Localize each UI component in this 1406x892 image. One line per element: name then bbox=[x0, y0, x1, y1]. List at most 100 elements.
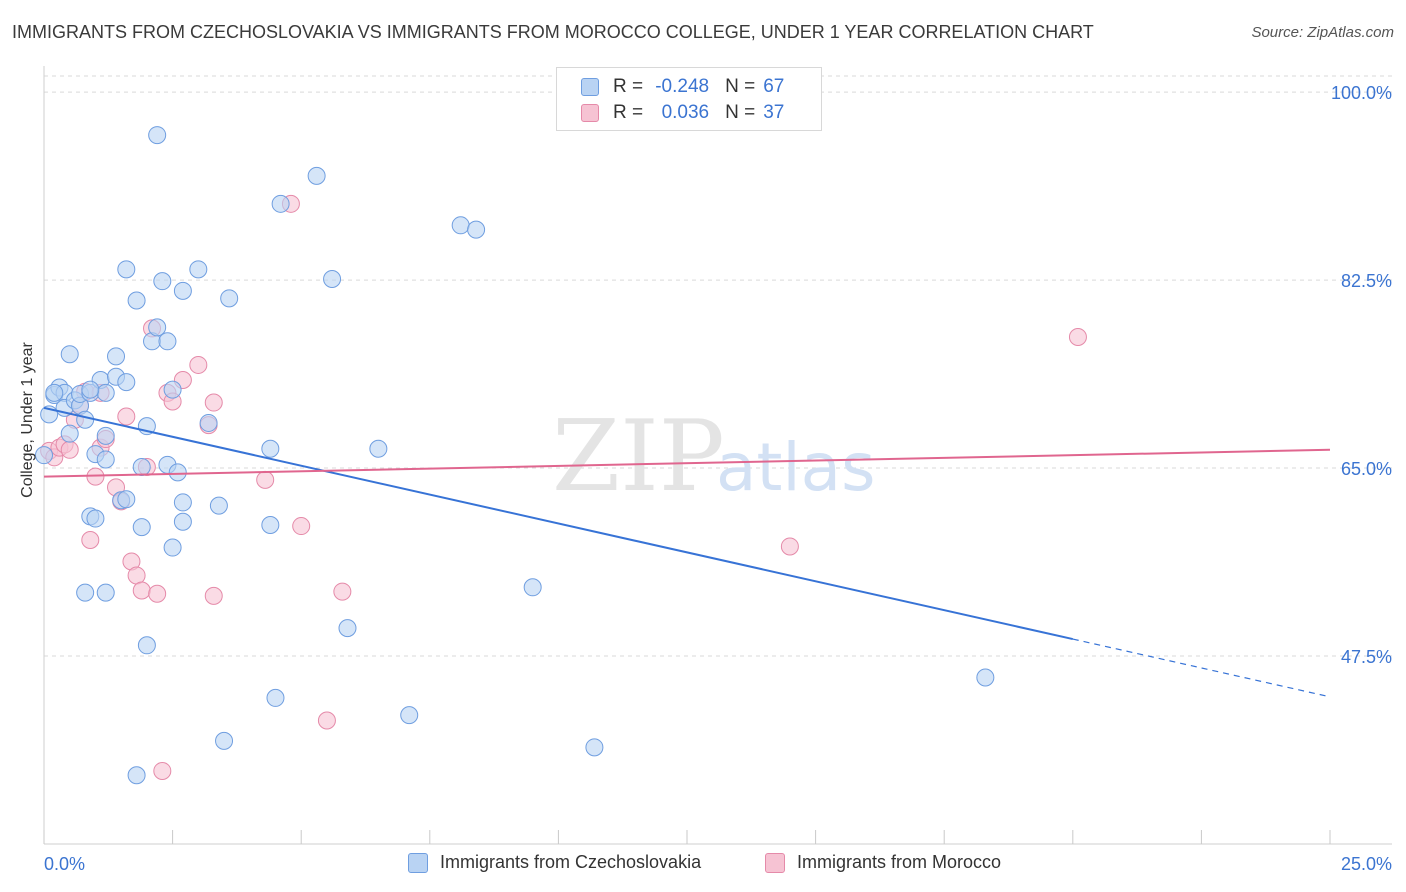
x-tick-label-max: 25.0% bbox=[1341, 854, 1392, 874]
morocco-point bbox=[60, 440, 79, 459]
czechoslovakia-point bbox=[163, 380, 182, 399]
morocco-point bbox=[317, 711, 336, 730]
watermark-zip: ZIP bbox=[552, 400, 725, 514]
legend-n-label: N = bbox=[725, 102, 756, 123]
stats-legend: R = -0.248 N = 67 R = 0.036 N = 37 bbox=[556, 67, 822, 131]
czechoslovakia-point bbox=[338, 619, 357, 638]
czechoslovakia-point bbox=[173, 512, 192, 531]
y-tick-label: 47.5% bbox=[1341, 647, 1392, 667]
legend-label: Immigrants from Morocco bbox=[797, 852, 1002, 872]
czechoslovakia-point bbox=[96, 426, 115, 445]
source-label: Source: ZipAtlas.com bbox=[1251, 24, 1394, 41]
legend-label: Immigrants from Czechoslovakia bbox=[440, 852, 702, 872]
chart-title: IMMIGRANTS FROM CZECHOSLOVAKIA VS IMMIGR… bbox=[12, 22, 1094, 42]
czechoslovakia-point bbox=[132, 518, 151, 537]
czechoslovakia-point bbox=[148, 318, 167, 337]
czechoslovakia-point bbox=[209, 496, 228, 515]
morocco-point bbox=[204, 393, 223, 412]
czechoslovakia-point bbox=[107, 347, 126, 366]
czechoslovakia-point bbox=[467, 220, 486, 239]
czechoslovakia-point bbox=[307, 166, 326, 185]
czechoslovakia-point bbox=[261, 439, 280, 458]
czechoslovakia-point bbox=[215, 731, 234, 750]
morocco-point bbox=[148, 584, 167, 603]
czechoslovakia-point bbox=[45, 383, 64, 402]
czechoslovakia-point bbox=[199, 413, 218, 432]
czechoslovakia-point bbox=[158, 332, 177, 351]
watermark-atlas: atlas bbox=[716, 429, 876, 506]
x-tick-label-min: 0.0% bbox=[44, 854, 85, 874]
legend-r-value: -0.248 bbox=[655, 76, 710, 97]
czechoslovakia-point bbox=[266, 688, 285, 707]
czechoslovakia-point bbox=[323, 270, 342, 289]
pink-swatch-icon bbox=[581, 104, 599, 122]
pink-swatch-icon bbox=[765, 852, 785, 873]
legend-row-czechoslovakia: R = -0.248 N = 67 bbox=[581, 74, 784, 100]
y-axis-label: College, Under 1 year bbox=[19, 342, 36, 498]
czechoslovakia-point bbox=[117, 373, 136, 392]
morocco-point bbox=[1068, 328, 1087, 347]
morocco-trend-line bbox=[43, 448, 1331, 478]
y-tick-label: 65.0% bbox=[1341, 459, 1392, 479]
czechoslovakia-trend-line bbox=[43, 406, 1074, 641]
morocco-point bbox=[117, 407, 136, 426]
blue-swatch-icon bbox=[408, 852, 428, 873]
czechoslovakia-point bbox=[148, 126, 167, 145]
czechoslovakia-point bbox=[60, 424, 79, 443]
czechoslovakia-point bbox=[168, 463, 187, 482]
legend-row-morocco: R = 0.036 N = 37 bbox=[581, 100, 784, 126]
legend-r-label: R = bbox=[613, 76, 644, 97]
morocco-point bbox=[204, 586, 223, 605]
morocco-point bbox=[153, 761, 172, 780]
legend-n-value: 37 bbox=[763, 102, 785, 123]
watermark: ZIP atlas bbox=[552, 400, 876, 514]
czechoslovakia-point bbox=[60, 345, 79, 364]
czechoslovakia-point bbox=[96, 383, 115, 402]
czechoslovakia-point bbox=[117, 490, 136, 509]
morocco-point bbox=[780, 537, 799, 556]
y-tick-label: 100.0% bbox=[1331, 83, 1392, 103]
tick-labels: 100.0% 82.5% 65.0% 47.5% 0.0% 25.0% bbox=[44, 83, 1392, 874]
legend-item-czechoslovakia: Immigrants from Czechoslovakia bbox=[408, 852, 701, 873]
morocco-point bbox=[132, 581, 151, 600]
czechoslovakia-point bbox=[523, 578, 542, 597]
czechoslovakia-point bbox=[35, 446, 53, 465]
czechoslovakia-point bbox=[117, 260, 136, 279]
series-legend: Immigrants from Czechoslovakia Immigrant… bbox=[0, 852, 1406, 878]
czechoslovakia-point bbox=[76, 583, 95, 602]
czechoslovakia-point bbox=[271, 194, 290, 213]
morocco-point bbox=[333, 582, 352, 601]
czechoslovakia-point bbox=[153, 272, 172, 291]
czechoslovakia-point bbox=[585, 738, 604, 757]
czechoslovakia-point bbox=[369, 439, 388, 458]
czechoslovakia-point bbox=[96, 450, 115, 469]
legend-n-label: N = bbox=[725, 76, 756, 97]
grid-lines bbox=[44, 75, 1392, 657]
czechoslovakia-point bbox=[261, 515, 280, 534]
morocco-point bbox=[127, 566, 146, 585]
czechoslovakia-trend-extension bbox=[1072, 638, 1331, 698]
czechoslovakia-point bbox=[976, 668, 995, 687]
czechoslovakia-point bbox=[137, 636, 156, 655]
czechoslovakia-point bbox=[86, 509, 105, 528]
y-tick-label: 82.5% bbox=[1341, 271, 1392, 291]
czechoslovakia-point bbox=[127, 291, 146, 310]
legend-n-value: 67 bbox=[763, 76, 785, 97]
legend-r-value: 0.036 bbox=[661, 102, 710, 123]
czechoslovakia-point bbox=[132, 457, 151, 476]
morocco-point bbox=[256, 470, 275, 489]
legend-item-morocco: Immigrants from Morocco bbox=[765, 852, 1001, 873]
czechoslovakia-point bbox=[163, 538, 182, 557]
czechoslovakia-point bbox=[220, 289, 239, 308]
czechoslovakia-point bbox=[189, 260, 208, 279]
czechoslovakia-point bbox=[76, 410, 95, 429]
czechoslovakia-point bbox=[96, 583, 115, 602]
morocco-point bbox=[81, 531, 100, 550]
czechoslovakia-point bbox=[173, 281, 192, 300]
morocco-point bbox=[292, 517, 311, 536]
czechoslovakia-point bbox=[127, 766, 146, 785]
legend-r-label: R = bbox=[613, 102, 644, 123]
czechoslovakia-point bbox=[451, 216, 470, 235]
blue-swatch-icon bbox=[581, 78, 599, 96]
